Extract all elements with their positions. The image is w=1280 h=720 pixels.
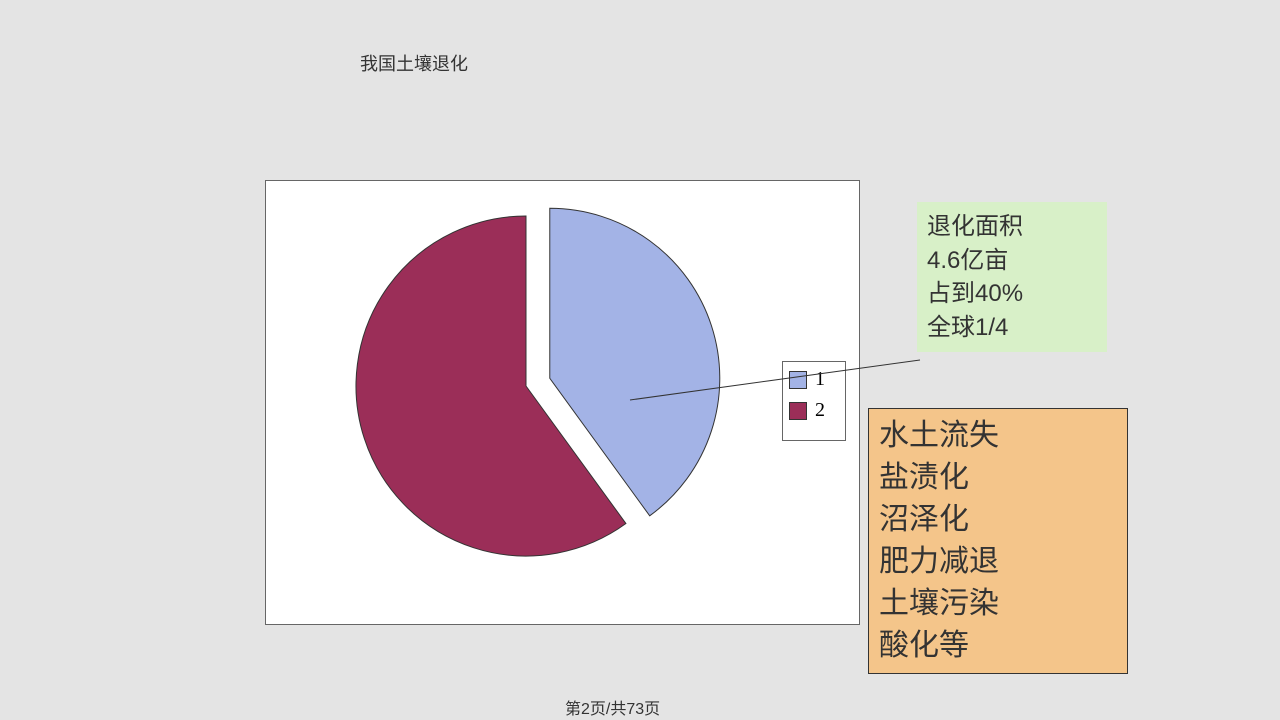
- pie-chart-container: 1 2: [265, 180, 860, 625]
- callout-line-3: 占到40%: [927, 277, 1097, 311]
- orange-line-5: 土壤污染: [879, 583, 1117, 625]
- legend-item-1: 1: [789, 368, 839, 391]
- legend-item-2: 2: [789, 399, 839, 422]
- legend-label-2: 2: [815, 399, 825, 422]
- green-callout-box: 退化面积 4.6亿亩 占到40% 全球1/4: [917, 202, 1107, 352]
- callout-line-4: 全球1/4: [927, 311, 1097, 345]
- orange-line-1: 水土流失: [879, 415, 1117, 457]
- orange-line-2: 盐渍化: [879, 457, 1117, 499]
- callout-line-2: 4.6亿亩: [927, 244, 1097, 278]
- chart-legend: 1 2: [782, 361, 846, 441]
- legend-swatch-2: [789, 402, 807, 420]
- page-number: 第2页/共73页: [565, 695, 660, 719]
- pie-chart: [266, 181, 861, 626]
- orange-list-box: 水土流失 盐渍化 沼泽化 肥力减退 土壤污染 酸化等: [868, 408, 1128, 674]
- legend-label-1: 1: [815, 368, 825, 391]
- orange-line-6: 酸化等: [879, 625, 1117, 667]
- callout-line-1: 退化面积: [927, 210, 1097, 244]
- orange-line-3: 沼泽化: [879, 499, 1117, 541]
- legend-swatch-1: [789, 371, 807, 389]
- orange-line-4: 肥力减退: [879, 541, 1117, 583]
- slide-title: 我国土壤退化: [360, 50, 468, 76]
